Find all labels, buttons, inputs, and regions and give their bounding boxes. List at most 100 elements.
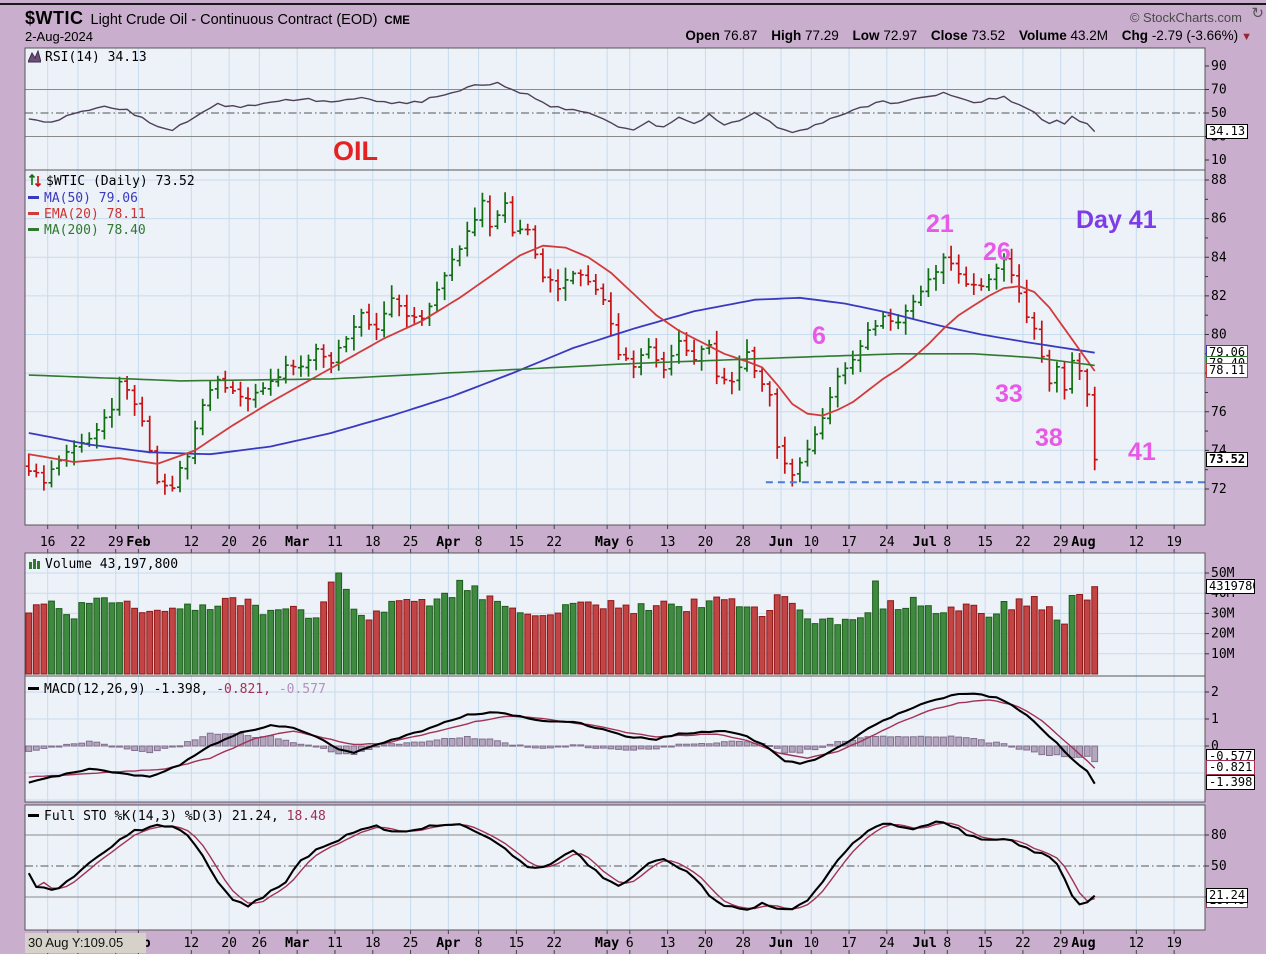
svg-text:Apr: Apr [436,534,460,550]
sto-dash-icon [28,814,39,817]
svg-text:Mar: Mar [285,534,309,550]
ohlc-bars [25,192,1098,495]
macd-legend: MACD(12,26,9) -1.398, -0.821, -0.577 [28,682,326,697]
svg-text:May: May [595,935,619,951]
svg-text:86: 86 [1211,212,1227,227]
svg-text:10: 10 [803,936,819,951]
svg-text:15: 15 [509,936,525,951]
low-label: Low [852,28,880,43]
annotation-day-21: 21 [926,210,954,238]
high-value: 77.29 [804,28,839,43]
rsi-panel: 9070503010 [24,47,1227,171]
instrument-title: Light Crude Oil - Continuous Contract (E… [90,12,378,28]
svg-text:22: 22 [70,535,86,550]
svg-text:10M: 10M [1211,647,1235,662]
close-value-box: 73.52 [1206,452,1249,467]
svg-text:84: 84 [1211,250,1227,265]
svg-text:8: 8 [943,936,951,951]
ma50-legend-label: MA(50) 79.06 [44,191,138,206]
svg-text:18: 18 [365,535,381,550]
annotation-day-33: 33 [995,380,1023,408]
svg-text:25: 25 [403,535,419,550]
rsi-icon [27,49,42,67]
svg-text:Feb: Feb [126,534,150,550]
svg-text:18: 18 [365,936,381,951]
annotation-day-26: 26 [983,238,1011,266]
svg-text:12: 12 [1128,936,1144,951]
svg-text:24: 24 [879,936,895,951]
svg-text:22: 22 [546,936,562,951]
annotation-day-6: 6 [812,322,826,350]
svg-text:29: 29 [108,535,124,550]
open-label: Open [685,28,720,43]
svg-text:50: 50 [1211,106,1227,121]
svg-text:80: 80 [1211,828,1227,843]
svg-text:Mar: Mar [285,935,309,951]
svg-text:76: 76 [1211,405,1227,420]
ma200-dash-icon [28,228,39,231]
rsi-value-box: 34.13 [1206,124,1249,139]
open-value: 76.87 [723,28,758,43]
svg-text:88: 88 [1211,173,1227,188]
svg-text:15: 15 [977,535,993,550]
volume-bars-icon [28,557,41,574]
svg-text:22: 22 [1015,535,1031,550]
volume-value: 43.2M [1070,28,1109,43]
x-axis-bottom: 162229Feb122026Mar111825Apr81522May61320… [40,930,1182,954]
svg-text:29: 29 [1053,936,1069,951]
annotation-day-41: 41 [1128,438,1156,466]
svg-text:16: 16 [40,535,56,550]
svg-text:17: 17 [841,936,857,951]
ma50-legend: MA(50) 79.06 [28,191,138,206]
price-legend-label: $WTIC (Daily) 73.52 [46,174,195,189]
svg-text:72: 72 [1211,482,1227,497]
svg-text:Apr: Apr [436,935,460,951]
crosshair-tooltip: 30 Aug Y:109.05 [25,933,146,953]
svg-text:20: 20 [221,936,237,951]
svg-text:15: 15 [509,535,525,550]
volume-legend-label: Volume 43,197,800 [45,557,179,572]
svg-text:13: 13 [660,535,676,550]
macd-signal-value-box: -0.821 [1206,760,1256,775]
svg-text:6: 6 [626,535,634,550]
ma200-legend-label: MA(200) 78.40 [44,223,146,238]
macd-value-1: -1.398, [153,682,209,697]
svg-text:Aug: Aug [1071,534,1095,550]
svg-text:26: 26 [252,936,268,951]
header-title-row: $WTIC Light Crude Oil - Continuous Contra… [25,8,410,29]
chg-down-arrow-icon[interactable]: ▼ [1241,31,1252,43]
ema20-dash-icon [28,212,39,215]
rsi-legend-label: RSI(14) 34.13 [45,50,147,65]
ema20-legend: EMA(20) 78.11 [28,207,146,222]
svg-text:11: 11 [327,936,343,951]
candles-icon [28,173,42,191]
svg-text:Jul: Jul [912,935,936,951]
rsi-legend: RSI(14) 34.13 [27,49,147,67]
svg-text:1: 1 [1211,712,1219,727]
svg-text:26: 26 [252,535,268,550]
symbol-label: $WTIC [25,8,84,28]
svg-text:29: 29 [1053,535,1069,550]
macd-legend-name: MACD(12,26,9) [44,682,146,697]
svg-text:8: 8 [475,936,483,951]
top-border-line [0,3,1266,5]
sto-value-d: 18.48 [286,809,326,824]
svg-text:28: 28 [735,535,751,550]
ema20-legend-label: EMA(20) 78.11 [44,207,146,222]
svg-text:80: 80 [1211,328,1227,343]
svg-text:May: May [595,534,619,550]
price-panel: 888684828078767472 [24,169,1227,526]
svg-text:17: 17 [841,535,857,550]
chg-label: Chg [1121,28,1149,43]
svg-text:20: 20 [698,936,714,951]
volume-value-box: 43197800 [1206,579,1255,594]
svg-text:22: 22 [546,535,562,550]
svg-text:12: 12 [1128,535,1144,550]
macd-panel: 2 1 0 [24,675,1219,803]
chg-value: -2.79 (-3.66%) [1151,28,1239,43]
svg-text:50M: 50M [1211,566,1235,581]
refresh-icon[interactable]: ↻ [1251,5,1264,22]
svg-text:19: 19 [1166,535,1182,550]
